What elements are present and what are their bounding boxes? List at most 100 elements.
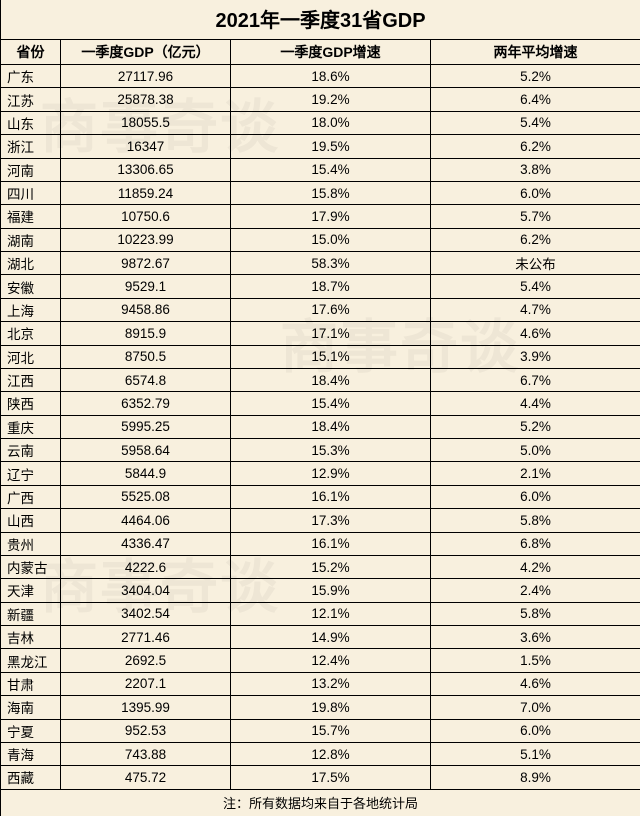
- cell-gdp: 1395.99: [61, 696, 231, 719]
- cell-growth: 12.1%: [231, 602, 431, 625]
- cell-gdp: 9872.67: [61, 252, 231, 275]
- cell-growth: 15.2%: [231, 555, 431, 578]
- cell-province: 广东: [1, 65, 61, 88]
- cell-growth: 58.3%: [231, 252, 431, 275]
- table-row: 重庆5995.2518.4%5.2%: [1, 415, 640, 438]
- cell-avg: 8.9%: [431, 766, 640, 789]
- cell-avg: 4.6%: [431, 322, 640, 345]
- cell-avg: 6.2%: [431, 228, 640, 251]
- cell-avg: 6.7%: [431, 368, 640, 391]
- cell-province: 辽宁: [1, 462, 61, 485]
- cell-growth: 18.7%: [231, 275, 431, 298]
- table-row: 上海9458.8617.6%4.7%: [1, 298, 640, 321]
- cell-avg: 5.7%: [431, 205, 640, 228]
- cell-avg: 5.0%: [431, 439, 640, 462]
- table-row: 天津3404.0415.9%2.4%: [1, 579, 640, 602]
- cell-province: 天津: [1, 579, 61, 602]
- cell-growth: 14.9%: [231, 626, 431, 649]
- cell-province: 湖南: [1, 228, 61, 251]
- cell-province: 北京: [1, 322, 61, 345]
- table-row: 辽宁5844.912.9%2.1%: [1, 462, 640, 485]
- cell-gdp: 18055.5: [61, 111, 231, 134]
- table-row: 黑龙江2692.512.4%1.5%: [1, 649, 640, 672]
- cell-province: 河南: [1, 158, 61, 181]
- table-row: 广东27117.9618.6%5.2%: [1, 65, 640, 88]
- cell-province: 河北: [1, 345, 61, 368]
- table-row: 浙江1634719.5%6.2%: [1, 135, 640, 158]
- cell-growth: 12.4%: [231, 649, 431, 672]
- cell-province: 四川: [1, 181, 61, 204]
- cell-avg: 5.8%: [431, 509, 640, 532]
- cell-avg: 6.8%: [431, 532, 640, 555]
- cell-growth: 15.4%: [231, 392, 431, 415]
- cell-province: 江西: [1, 368, 61, 391]
- table-row: 西藏475.7217.5%8.9%: [1, 766, 640, 789]
- cell-growth: 15.9%: [231, 579, 431, 602]
- footnote-row: 注：所有数据均来自于各地统计局: [1, 789, 640, 816]
- cell-avg: 5.8%: [431, 602, 640, 625]
- table-row: 广西5525.0816.1%6.0%: [1, 485, 640, 508]
- cell-province: 青海: [1, 742, 61, 765]
- cell-gdp: 9529.1: [61, 275, 231, 298]
- cell-province: 海南: [1, 696, 61, 719]
- cell-gdp: 2692.5: [61, 649, 231, 672]
- cell-growth: 17.3%: [231, 509, 431, 532]
- cell-avg: 6.0%: [431, 485, 640, 508]
- table-row: 四川11859.2415.8%6.0%: [1, 181, 640, 204]
- cell-avg: 5.1%: [431, 742, 640, 765]
- cell-avg: 5.2%: [431, 415, 640, 438]
- cell-growth: 15.7%: [231, 719, 431, 742]
- table-footnote: 注：所有数据均来自于各地统计局: [1, 789, 640, 816]
- cell-avg: 1.5%: [431, 649, 640, 672]
- cell-gdp: 4464.06: [61, 509, 231, 532]
- table-row: 江苏25878.3819.2%6.4%: [1, 88, 640, 111]
- cell-avg: 6.0%: [431, 719, 640, 742]
- cell-growth: 15.3%: [231, 439, 431, 462]
- table-row: 福建10750.617.9%5.7%: [1, 205, 640, 228]
- cell-gdp: 6352.79: [61, 392, 231, 415]
- cell-growth: 13.2%: [231, 672, 431, 695]
- cell-gdp: 8750.5: [61, 345, 231, 368]
- cell-avg: 7.0%: [431, 696, 640, 719]
- cell-gdp: 27117.96: [61, 65, 231, 88]
- cell-avg: 3.6%: [431, 626, 640, 649]
- cell-gdp: 10223.99: [61, 228, 231, 251]
- cell-growth: 19.2%: [231, 88, 431, 111]
- cell-growth: 18.4%: [231, 368, 431, 391]
- cell-growth: 16.1%: [231, 532, 431, 555]
- cell-province: 陕西: [1, 392, 61, 415]
- cell-gdp: 4222.6: [61, 555, 231, 578]
- cell-avg: 4.6%: [431, 672, 640, 695]
- cell-growth: 15.8%: [231, 181, 431, 204]
- col-gdp: 一季度GDP（亿元）: [61, 40, 231, 65]
- cell-growth: 15.4%: [231, 158, 431, 181]
- cell-growth: 12.9%: [231, 462, 431, 485]
- cell-gdp: 2771.46: [61, 626, 231, 649]
- cell-growth: 18.4%: [231, 415, 431, 438]
- cell-province: 西藏: [1, 766, 61, 789]
- cell-gdp: 5958.64: [61, 439, 231, 462]
- table-row: 甘肃2207.113.2%4.6%: [1, 672, 640, 695]
- cell-province: 云南: [1, 439, 61, 462]
- cell-growth: 17.9%: [231, 205, 431, 228]
- table-row: 吉林2771.4614.9%3.6%: [1, 626, 640, 649]
- cell-gdp: 952.53: [61, 719, 231, 742]
- cell-gdp: 5844.9: [61, 462, 231, 485]
- table-row: 云南5958.6415.3%5.0%: [1, 439, 640, 462]
- table-row: 内蒙古4222.615.2%4.2%: [1, 555, 640, 578]
- cell-province: 江苏: [1, 88, 61, 111]
- cell-gdp: 5525.08: [61, 485, 231, 508]
- table-row: 海南1395.9919.8%7.0%: [1, 696, 640, 719]
- cell-avg: 3.9%: [431, 345, 640, 368]
- cell-avg: 6.0%: [431, 181, 640, 204]
- cell-avg: 4.7%: [431, 298, 640, 321]
- table-row: 陕西6352.7915.4%4.4%: [1, 392, 640, 415]
- cell-avg: 4.4%: [431, 392, 640, 415]
- col-growth: 一季度GDP增速: [231, 40, 431, 65]
- cell-avg: 4.2%: [431, 555, 640, 578]
- cell-growth: 19.8%: [231, 696, 431, 719]
- cell-growth: 17.1%: [231, 322, 431, 345]
- cell-province: 内蒙古: [1, 555, 61, 578]
- cell-growth: 17.5%: [231, 766, 431, 789]
- cell-province: 安徽: [1, 275, 61, 298]
